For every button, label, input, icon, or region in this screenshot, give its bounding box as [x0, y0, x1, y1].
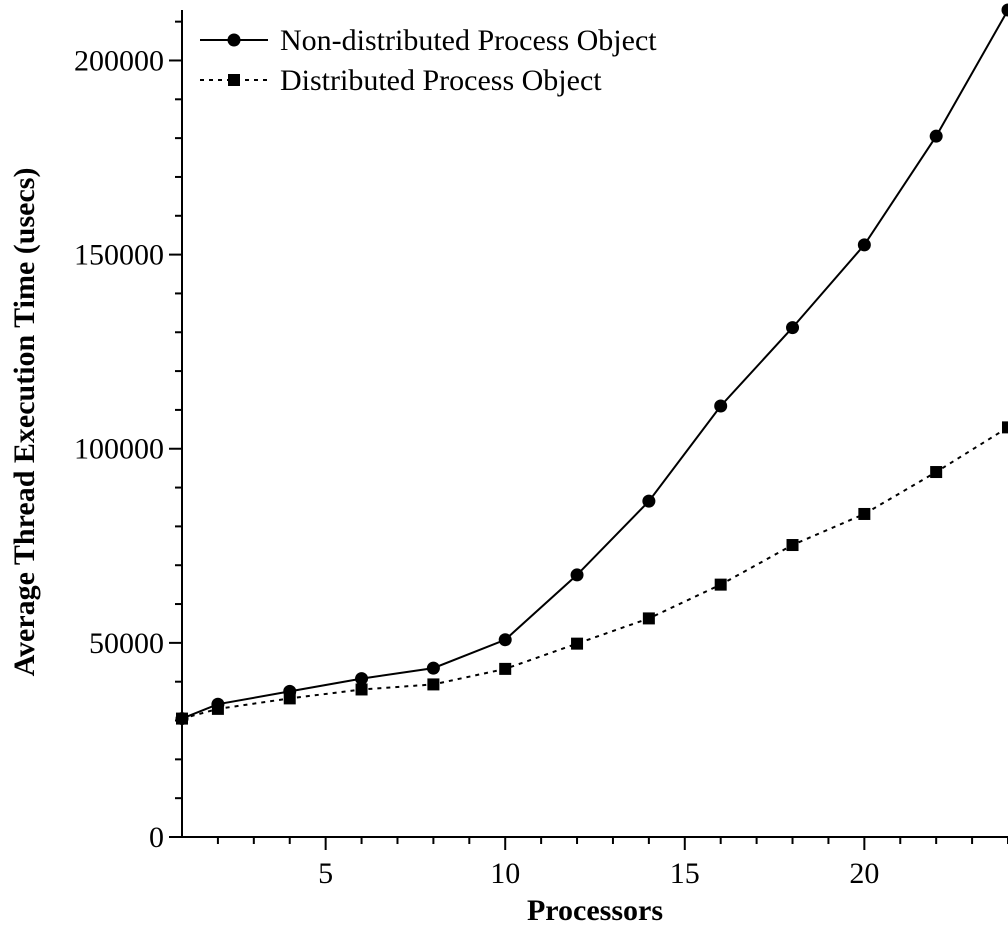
y-axis: 0 50000 100000 150000 200000: [74, 10, 183, 854]
x-axis-title: Processors: [527, 894, 663, 927]
y-tick-label: 150000: [74, 239, 164, 272]
data-point-square: [211, 702, 224, 715]
x-tick-label: 5: [318, 857, 333, 890]
y-tick-label: 200000: [74, 44, 164, 77]
legend: Non-distributed Process Object Distribut…: [200, 24, 657, 97]
data-point-square: [642, 612, 655, 625]
data-point-circle: [355, 672, 369, 686]
legend-label-non-distributed: Non-distributed Process Object: [280, 24, 657, 57]
data-point-square: [176, 712, 188, 725]
data-point-circle: [929, 129, 943, 143]
data-point-circle: [570, 568, 584, 582]
y-tick-label: 50000: [89, 627, 164, 660]
x-tick-label: 10: [490, 857, 520, 890]
data-point-circle: [786, 321, 800, 335]
series-layer: [175, 3, 1008, 726]
x-tick-label: 20: [849, 857, 879, 890]
data-point-circle: [857, 238, 871, 252]
data-point-circle: [498, 633, 512, 647]
y-tick-label: 0: [149, 821, 164, 854]
data-point-circle: [642, 494, 656, 508]
data-point-square: [786, 539, 799, 552]
data-point-square: [858, 507, 871, 520]
legend-marker-non-distributed: [227, 33, 241, 47]
y-tick-label: 100000: [74, 433, 164, 466]
data-point-circle: [714, 399, 728, 413]
data-point-square: [355, 683, 368, 696]
legend-label-distributed: Distributed Process Object: [280, 64, 602, 97]
data-point-circle: [1001, 3, 1008, 17]
series-line-0: [181, 9, 1008, 720]
data-point-square: [283, 692, 296, 705]
x-axis: 5 10 15 20: [182, 836, 1008, 890]
data-point-square: [714, 578, 727, 591]
x-tick-label: 15: [670, 857, 700, 890]
y-axis-title: Average Thread Execution Time (usecs): [8, 168, 41, 677]
series-line-1: [181, 426, 1008, 720]
legend-marker-distributed: [228, 74, 240, 86]
data-point-square: [1002, 421, 1008, 434]
data-point-square: [930, 466, 943, 479]
data-point-square: [427, 678, 440, 691]
data-point-square: [571, 637, 584, 650]
data-point-circle: [426, 661, 440, 675]
data-point-square: [499, 662, 512, 675]
